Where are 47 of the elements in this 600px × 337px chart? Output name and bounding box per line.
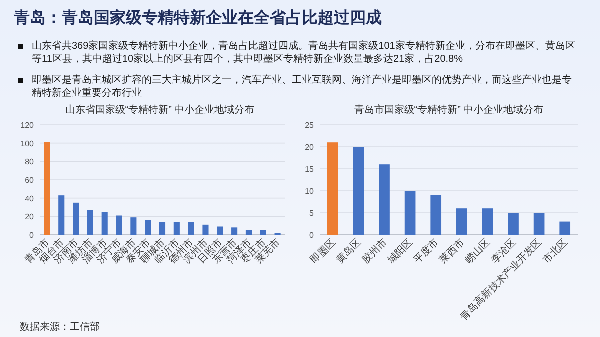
bar (87, 210, 94, 235)
text: 山东省共369家国家级专精特新中小企业，青岛占比超过四成。青岛共有国家级101家专精特新企业，分布在即墨区、黄岛区等11区县，其中超过10家以上的区县有四个，其中即墨区专精特新企业数量最多达21家，占20.8% (32, 41, 576, 65)
y-tick-label: 0 (30, 231, 35, 240)
x-tick-label: 市北区 (540, 236, 570, 266)
bar (44, 142, 50, 235)
source-note: 数据来源：工信部 (20, 320, 100, 334)
bar (217, 226, 224, 235)
bar (508, 213, 519, 235)
y-tick-label: 20 (25, 212, 35, 222)
bar (188, 222, 194, 235)
bar (145, 220, 152, 235)
bar (560, 222, 571, 235)
y-tick-label: 60 (25, 176, 35, 185)
bar (482, 208, 494, 235)
bar (73, 202, 80, 235)
bar (327, 142, 338, 235)
bar (534, 213, 545, 235)
bar (404, 191, 416, 235)
y-tick-label: 100 (20, 139, 35, 148)
y-tick-label: 15 (305, 165, 315, 174)
bar (260, 230, 266, 235)
text: 即墨区是青岛主城区扩容的三大主城片区之一，汽车产业、工业互联网、海洋产业是即墨区的优势产业，而这些产业也是专精特新企业重要分布行业 (32, 75, 572, 99)
bar (246, 230, 252, 235)
y-tick-label: 40 (25, 194, 35, 204)
y-tick-label: 20 (305, 143, 315, 152)
bar (174, 222, 180, 235)
bar (58, 196, 65, 235)
bar (232, 228, 238, 235)
y-tick-label: 10 (305, 187, 315, 196)
bar (202, 224, 209, 235)
bar (430, 195, 442, 235)
bar (102, 212, 108, 235)
bar (116, 216, 122, 235)
x-tick-label: 崂山区 (463, 236, 493, 266)
y-tick-label: 5 (310, 209, 315, 218)
chart-title: 青岛市国家级“专精特新” 中小企业地域分布 (354, 104, 544, 116)
y-tick-label: 0 (310, 231, 315, 240)
bar (456, 208, 468, 235)
bar (353, 147, 364, 235)
y-tick-label: 120 (20, 121, 35, 130)
bar (159, 222, 166, 235)
y-tick-label: 80 (25, 158, 35, 167)
chart-title: 山东省国家级“专精特新” 中小企业地域分布 (65, 104, 255, 116)
text: 青岛：青岛国家级专精特新企业在全省占比超过四成 (14, 8, 382, 29)
bar (130, 218, 137, 235)
y-tick-label: 25 (305, 121, 315, 130)
bar (379, 164, 390, 235)
